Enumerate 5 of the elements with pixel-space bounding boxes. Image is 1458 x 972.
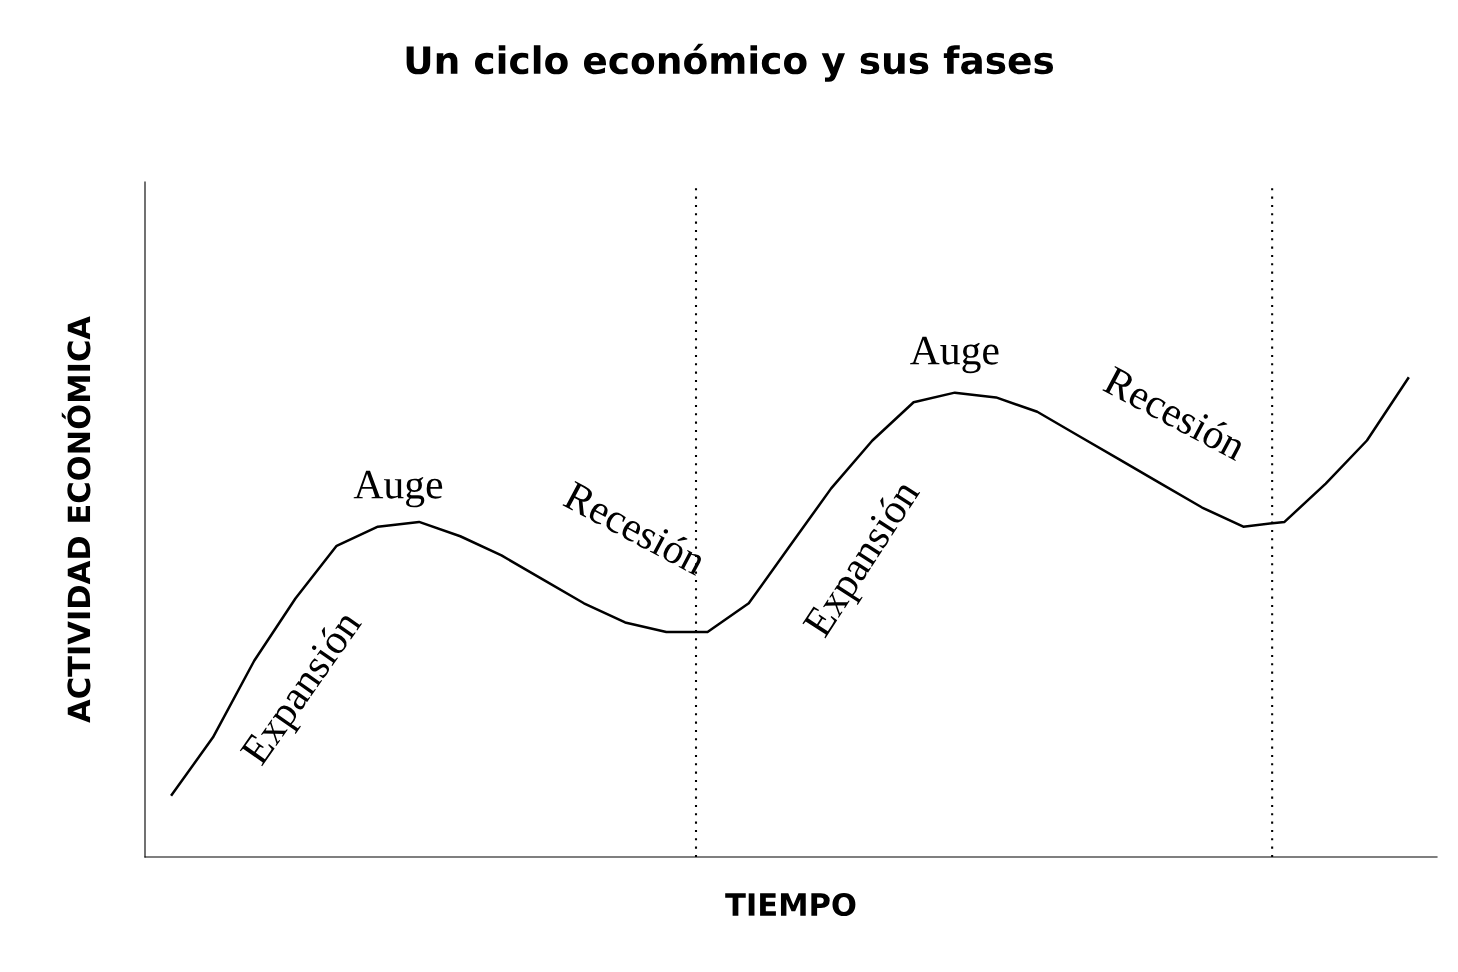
chart-title: Un ciclo económico y sus fases (406, 43, 1054, 82)
text: Auge (910, 336, 999, 374)
annotation: Auge (353, 470, 443, 508)
y-axis-title: ACTIVIDAD ECONÓMICA (61, 316, 91, 723)
x-axis-title: TIEMPO (725, 892, 856, 917)
